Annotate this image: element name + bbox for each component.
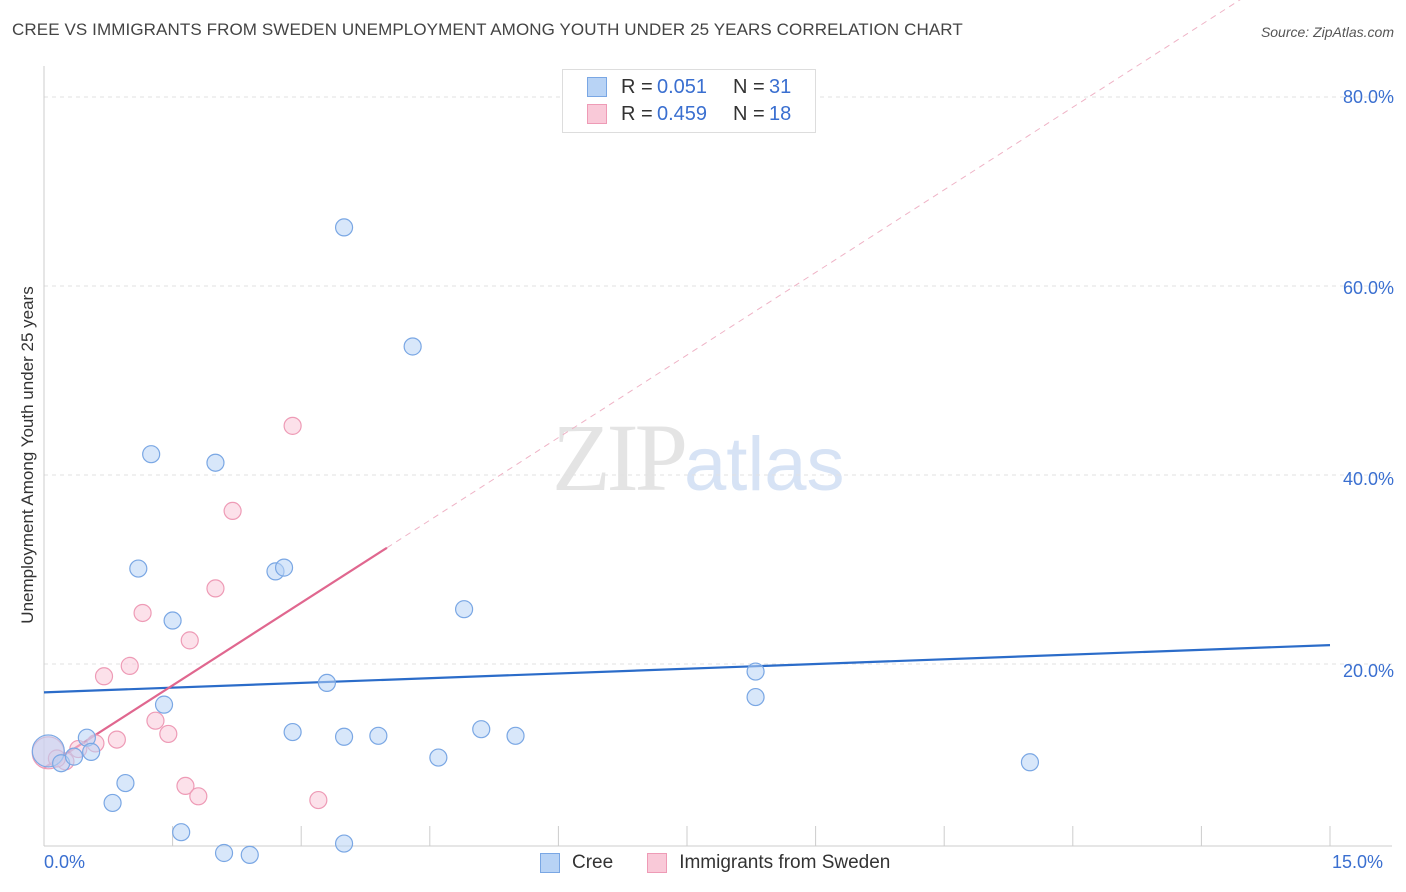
- trend-line-cree: [43, 644, 1331, 694]
- x-tick-label-max: 15.0%: [1332, 852, 1384, 872]
- source-label: Source: ZipAtlas.com: [1260, 24, 1394, 40]
- point-cree-4: [82, 742, 101, 761]
- y-tick-label-80: 80.0%: [1342, 87, 1394, 107]
- y-tick-label-60: 60.0%: [1342, 278, 1394, 298]
- point-cree-5: [103, 793, 122, 813]
- legend-n-value-cree: 31: [769, 75, 792, 98]
- point-sweden-11: [180, 631, 199, 650]
- legend-item-sweden[interactable]: Immigrants from Sweden: [647, 852, 890, 874]
- point-cree-7: [129, 559, 148, 578]
- point-cree-18: [317, 673, 337, 693]
- point-cree-30: [1020, 753, 1040, 772]
- y-tick-label-40: 40.0%: [1342, 469, 1394, 489]
- point-sweden-12: [189, 787, 208, 806]
- point-cree-19: [334, 727, 354, 746]
- point-cree-20: [334, 834, 354, 853]
- point-sweden-9: [159, 724, 178, 744]
- legend-row-cree: R = 0.051 N = 31: [587, 75, 791, 99]
- x-tick-label-min: 0.0%: [44, 852, 86, 872]
- point-cree-25: [454, 600, 474, 619]
- legend-r-label: R =: [621, 75, 653, 98]
- point-sweden-13: [206, 579, 225, 598]
- point-sweden-14: [223, 501, 242, 521]
- legend-swatch-sweden: [587, 104, 607, 124]
- legend-label-sweden: Immigrants from Sweden: [679, 852, 891, 873]
- point-sweden-7: [133, 603, 152, 623]
- y-axis-label: Unemployment Among Youth under 25 years: [18, 286, 37, 624]
- legend-row-sweden: R = 0.459 N = 18: [587, 102, 791, 126]
- legend-r-value-sweden: 0.459: [657, 102, 708, 125]
- series-legend: Cree Immigrants from Sweden: [540, 852, 924, 874]
- legend-swatch-cree: [540, 853, 560, 873]
- stats-legend: R = 0.051 N = 31 R = 0.459 N = 18: [562, 69, 816, 133]
- legend-n-label: N =: [733, 102, 765, 125]
- point-sweden-4: [94, 667, 114, 686]
- watermark: ZIPatlas: [552, 402, 845, 513]
- point-cree-21: [334, 218, 354, 237]
- point-sweden-15: [283, 416, 302, 435]
- point-cree-28: [746, 687, 765, 707]
- legend-swatch-sweden: [647, 853, 668, 873]
- point-cree-22: [369, 726, 388, 745]
- point-cree-29: [746, 662, 765, 681]
- y-tick-label-20: 20.0%: [1342, 661, 1394, 681]
- data-points: [31, 218, 1040, 864]
- point-cree-26: [472, 720, 491, 739]
- point-cree-6: [116, 773, 135, 793]
- trend-extension-sweden: [386, 0, 1241, 549]
- legend-item-cree[interactable]: Cree: [540, 852, 613, 874]
- point-cree-27: [506, 726, 525, 745]
- watermark-atlas: atlas: [684, 422, 845, 507]
- point-cree-17: [283, 722, 302, 742]
- watermark-zip: ZIP: [552, 404, 688, 511]
- legend-n-label: N =: [733, 75, 765, 98]
- point-cree-16: [274, 558, 294, 577]
- trend-lines: [43, 0, 1331, 769]
- point-cree-13: [214, 843, 234, 863]
- legend-label-cree: Cree: [572, 852, 614, 873]
- trend-line-sweden: [43, 546, 388, 769]
- point-cree-24: [429, 748, 448, 767]
- point-cree-11: [172, 823, 191, 842]
- point-sweden-6: [120, 656, 139, 675]
- legend-n-value-sweden: 18: [769, 102, 792, 125]
- legend-r-value-cree: 0.051: [657, 75, 708, 98]
- point-cree-10: [163, 611, 182, 630]
- point-cree-12: [206, 453, 225, 472]
- chart-title: CREE VS IMMIGRANTS FROM SWEDEN UNEMPLOYM…: [12, 20, 963, 39]
- point-sweden-16: [309, 790, 328, 810]
- point-cree-23: [403, 337, 422, 356]
- point-sweden-5: [107, 730, 126, 749]
- point-cree-14: [240, 845, 259, 864]
- legend-swatch-cree: [587, 77, 607, 97]
- gridlines: [44, 96, 1392, 665]
- point-sweden-10: [176, 776, 195, 796]
- point-cree-9: [154, 695, 174, 714]
- point-cree-8: [142, 445, 161, 464]
- axes: [43, 66, 1392, 847]
- point-sweden-8: [146, 711, 165, 730]
- point-cree-2: [64, 747, 84, 766]
- legend-r-label: R =: [621, 102, 653, 125]
